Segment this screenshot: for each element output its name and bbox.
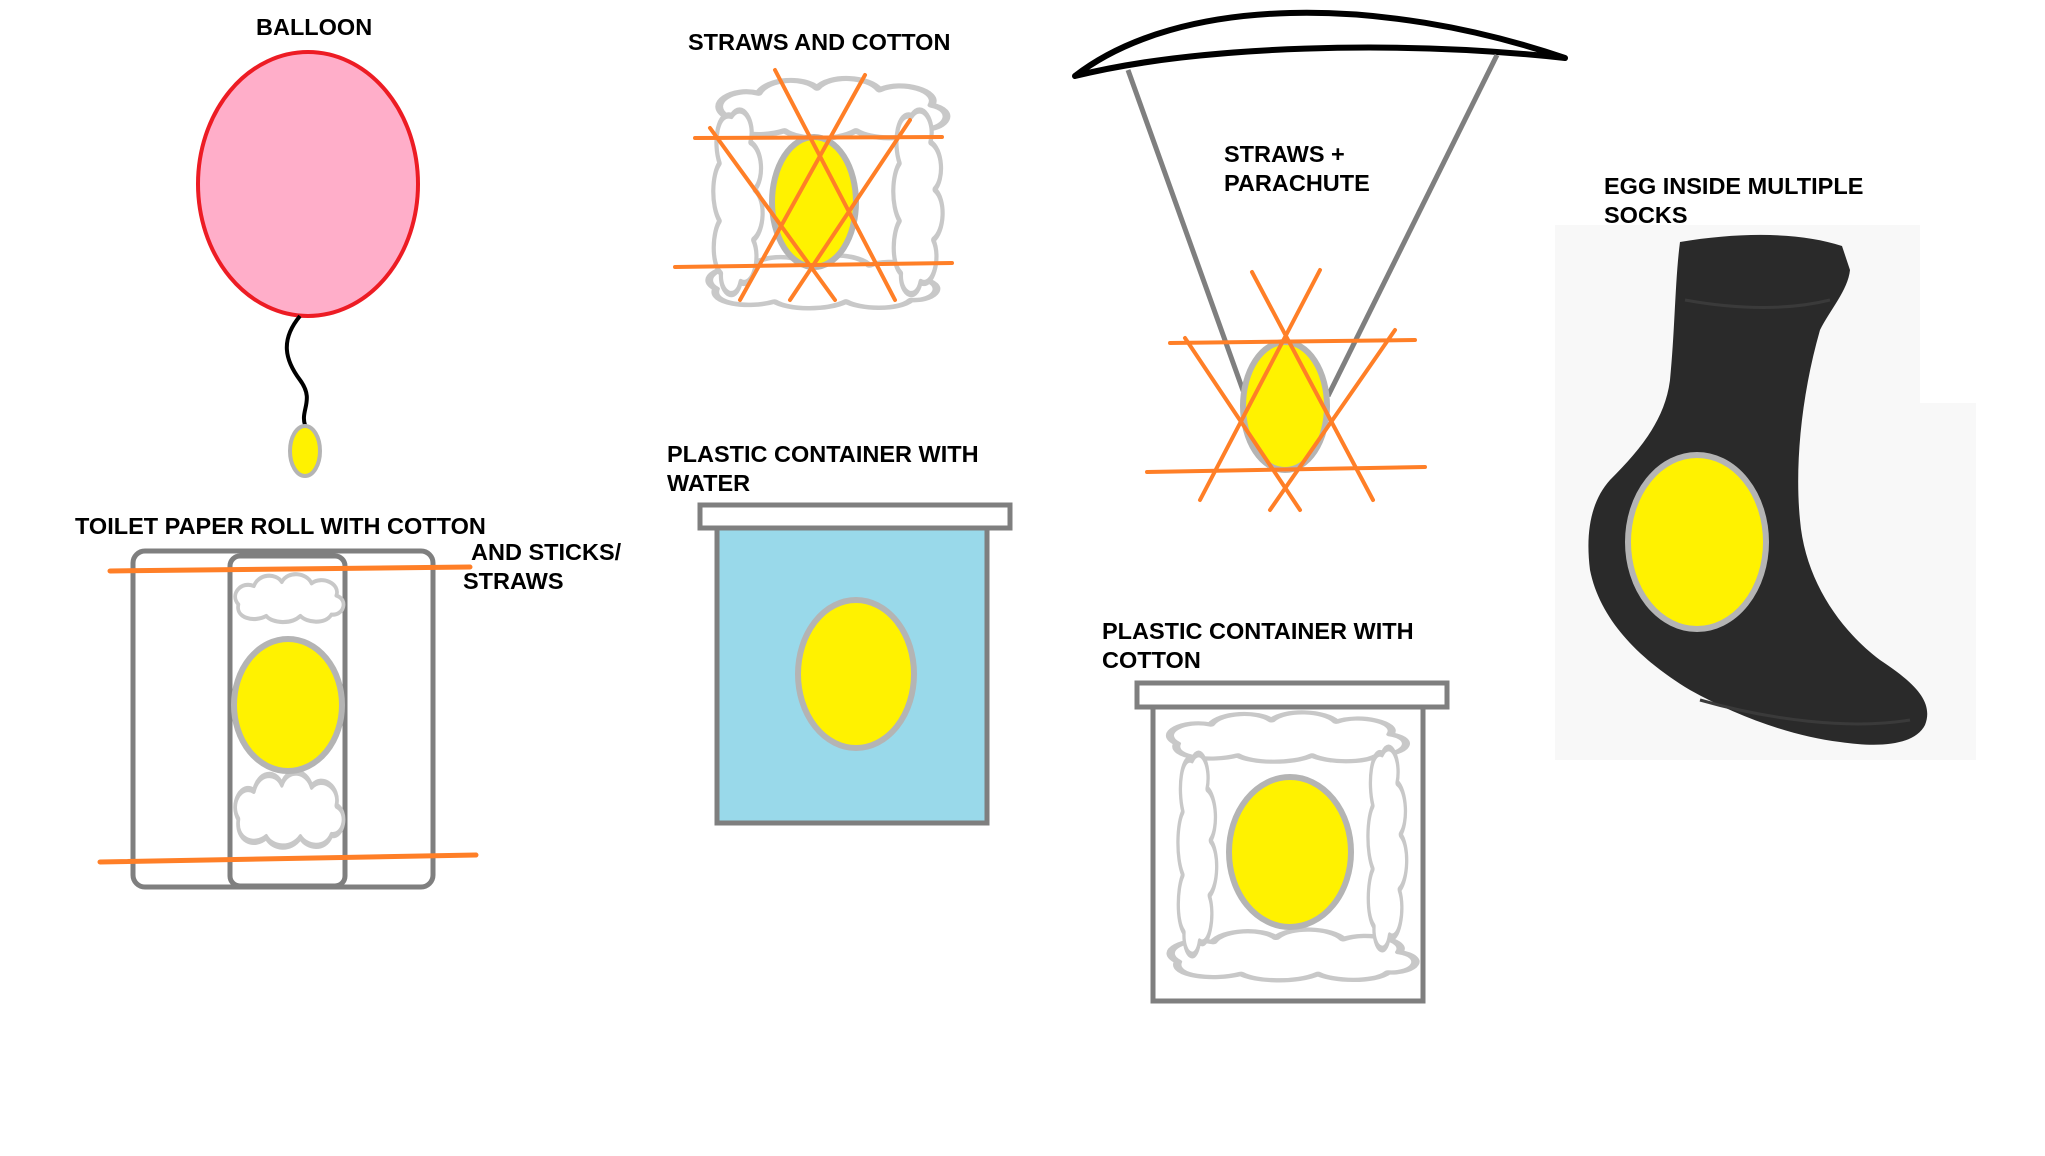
- straw-roll-bottom: [97, 852, 479, 865]
- straw-roll-top: [107, 564, 473, 574]
- toilet-roll-figure: [97, 548, 479, 890]
- cotton-container-lid: [1134, 680, 1450, 710]
- straws-star: [673, 68, 954, 302]
- water-container-figure: [697, 502, 1013, 826]
- label-straws-and-cotton: STRAWS AND COTTON: [688, 29, 951, 55]
- label-toilet-roll-cont-line1: AND STICKS/: [471, 539, 622, 565]
- label-container-water-line1: PLASTIC CONTAINER WITH: [667, 441, 979, 467]
- straws-cotton-figure: [673, 68, 954, 308]
- label-straws-parachute-line2: PARACHUTE: [1224, 170, 1370, 196]
- sock-photo-bg-ext: [1920, 403, 1976, 760]
- egg-socks: [1625, 452, 1769, 632]
- label-toilet-roll-cont-line2: STRAWS: [463, 568, 564, 594]
- label-container-water: PLASTIC CONTAINER WITH WATER: [667, 440, 979, 498]
- parachute-straws: [1145, 268, 1427, 512]
- label-toilet-roll: TOILET PAPER ROLL WITH COTTON: [75, 513, 486, 539]
- egg-cotton-container: [1226, 774, 1354, 930]
- parachute-canopy: [1072, 9, 1568, 79]
- label-container-cotton-line1: PLASTIC CONTAINER WITH: [1102, 618, 1414, 644]
- sock-figure: [1555, 225, 1976, 760]
- balloon-shape: [196, 50, 420, 318]
- label-egg-socks-line2: SOCKS: [1604, 202, 1688, 228]
- water-container-lid: [697, 502, 1013, 531]
- label-container-water-line2: WATER: [667, 470, 751, 496]
- cotton-container-figure: [1134, 680, 1450, 1004]
- egg-balloon: [288, 424, 322, 478]
- label-container-cotton: PLASTIC CONTAINER WITH COTTON: [1102, 617, 1414, 675]
- sock-cuff-ribbing: [1684, 298, 1831, 309]
- balloon-string: [284, 314, 309, 426]
- label-straws-parachute-line1: STRAWS +: [1224, 141, 1345, 167]
- label-container-cotton-line2: COTTON: [1102, 647, 1201, 673]
- sock-toe-seam: [1699, 698, 1911, 726]
- label-egg-socks-line1: EGG INSIDE MULTIPLE: [1604, 173, 1864, 199]
- balloon-figure: [196, 50, 420, 478]
- parachute-cord-left: [1125, 69, 1248, 397]
- label-egg-socks: EGG INSIDE MULTIPLE SOCKS: [1604, 172, 1863, 230]
- label-straws-parachute: STRAWS + PARACHUTE: [1224, 140, 1370, 198]
- parachute-cord-right: [1325, 53, 1500, 398]
- egg-toilet-roll: [231, 636, 345, 774]
- label-toilet-roll-cont: AND STICKS/ STRAWS: [463, 538, 621, 596]
- parachute-figure: [1072, 9, 1568, 512]
- egg-water: [795, 597, 917, 751]
- label-balloon: BALLOON: [256, 14, 373, 40]
- egg-parachute: [1240, 339, 1330, 473]
